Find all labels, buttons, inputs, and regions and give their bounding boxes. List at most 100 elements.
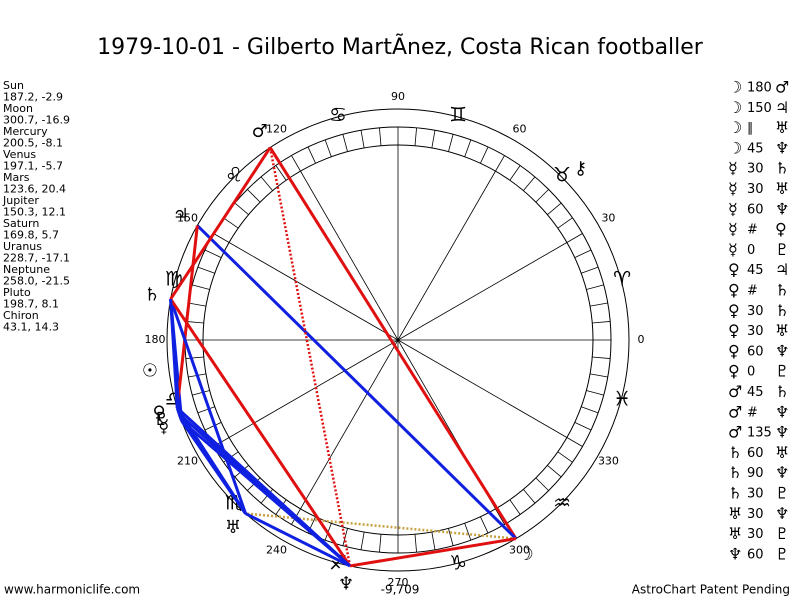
aspect-from: ☿ bbox=[728, 220, 738, 239]
planet-name: Venus bbox=[3, 148, 36, 161]
aspect-line bbox=[244, 512, 351, 568]
aspect-to: ♇ bbox=[775, 524, 789, 543]
aspect-line bbox=[268, 146, 518, 540]
aspect-line bbox=[268, 147, 352, 567]
aspect-line bbox=[178, 412, 351, 568]
ring-tick bbox=[589, 302, 608, 307]
aspect-line bbox=[169, 298, 247, 515]
aspect-line bbox=[169, 146, 272, 300]
ring-tick bbox=[574, 422, 592, 431]
aspect-to: ♆ bbox=[775, 138, 789, 157]
aspect-to: ♄ bbox=[775, 281, 789, 300]
ring-tick bbox=[247, 189, 261, 203]
ring-tick bbox=[464, 139, 472, 157]
planet-name: Sun bbox=[3, 79, 24, 92]
ring-tick bbox=[197, 266, 215, 274]
aspect-to: ♅ bbox=[775, 118, 789, 137]
aspect-angle: 60 bbox=[747, 344, 764, 359]
aspect-angle: 45 bbox=[747, 385, 764, 400]
aspect-to: ♆ bbox=[775, 463, 789, 482]
ring-tick bbox=[185, 356, 204, 359]
degree-label: 30 bbox=[601, 212, 615, 225]
site: www.harmoniclife.com bbox=[4, 583, 140, 597]
ring-tick bbox=[592, 321, 611, 324]
cusp-line bbox=[228, 242, 399, 341]
planet-name: Mars bbox=[3, 171, 30, 184]
outer-circle bbox=[166, 108, 630, 572]
aspect-angle: 60 bbox=[747, 547, 764, 562]
ring-tick bbox=[204, 422, 222, 431]
ring-tick bbox=[495, 155, 505, 172]
planet-position: 198.7, 8.1 bbox=[3, 298, 59, 311]
aspect-from: ♀ bbox=[728, 341, 740, 360]
aspect-angle: 0 bbox=[747, 243, 755, 258]
aspect-line bbox=[169, 298, 181, 415]
aspect-to: ♅ bbox=[775, 179, 789, 198]
cusp-line bbox=[300, 339, 399, 510]
aspect-to: ♆ bbox=[775, 504, 789, 523]
ring-tick bbox=[275, 165, 287, 181]
ring-tick bbox=[213, 233, 230, 243]
ring-tick bbox=[431, 531, 436, 550]
aspect-to: ♇ bbox=[775, 484, 789, 503]
aspect-angle: 135 bbox=[747, 426, 772, 441]
cusp-line bbox=[397, 339, 568, 438]
ring-tick bbox=[185, 321, 204, 324]
sign-glyph: ♊ bbox=[449, 102, 467, 126]
ring-tick bbox=[586, 284, 604, 290]
planet-glyph: ♇ bbox=[153, 409, 169, 430]
ring-tick bbox=[535, 477, 549, 491]
planet-position: 123.6, 20.4 bbox=[3, 183, 66, 196]
aspect-from: ☽ bbox=[728, 138, 742, 157]
planet-position: 187.2, -2.9 bbox=[3, 91, 63, 104]
aspect-to: ♂ bbox=[775, 78, 789, 97]
aspect-from: ♀ bbox=[728, 301, 740, 320]
ring-tick bbox=[414, 127, 417, 146]
planet-position: 169.8, 5.7 bbox=[3, 229, 59, 242]
ring-tick bbox=[197, 406, 215, 414]
ring-tick bbox=[307, 146, 316, 164]
aspect-from: ☿ bbox=[728, 240, 738, 259]
ring-tick bbox=[379, 534, 382, 553]
aspect-line bbox=[349, 537, 517, 568]
aspect-to: ♆ bbox=[775, 199, 789, 218]
ring-tick bbox=[324, 139, 332, 157]
planet-glyph: ♃ bbox=[173, 205, 189, 226]
aspect-angle: 150 bbox=[747, 101, 772, 116]
planet-glyph: ♄ bbox=[144, 285, 160, 306]
ring-tick bbox=[431, 130, 436, 149]
aspect-to: ♅ bbox=[775, 321, 789, 340]
ring-tick bbox=[581, 406, 599, 414]
aspect-angle: # bbox=[747, 405, 758, 420]
aspect-from: ♅ bbox=[728, 524, 742, 543]
title: 1979-10-01 - Gilberto MartÃnez, Costa Ri… bbox=[97, 33, 704, 60]
aspect-line bbox=[175, 225, 199, 409]
aspect-line bbox=[169, 298, 352, 567]
aspect-from: ♆ bbox=[728, 544, 742, 563]
ring-tick bbox=[509, 499, 521, 515]
aspect-from: ♀ bbox=[728, 281, 740, 300]
planet-position: 300.7, -16.9 bbox=[3, 114, 70, 127]
ring-tick bbox=[557, 217, 573, 229]
planet-glyph: ♅ bbox=[225, 517, 241, 538]
aspect-line bbox=[245, 512, 517, 540]
aspect-to: ♄ bbox=[775, 382, 789, 401]
degree-label: 150 bbox=[177, 212, 198, 225]
planet-glyph: ☿ bbox=[158, 417, 169, 438]
aspect-angle: 45 bbox=[747, 141, 764, 156]
aspect-to: ♃ bbox=[775, 98, 789, 117]
planet-glyph: ♀ bbox=[152, 403, 165, 424]
aspect-angle: 30 bbox=[747, 304, 764, 319]
aspect-to: ♆ bbox=[775, 423, 789, 442]
degree-label: 60 bbox=[513, 123, 527, 136]
planet-glyph: ♂ bbox=[252, 121, 268, 142]
aspect-angle: # bbox=[747, 223, 758, 238]
ring-tick bbox=[234, 202, 249, 215]
aspect-angle: 45 bbox=[747, 263, 764, 278]
aspect-from: ☿ bbox=[728, 179, 738, 198]
aspect-from: ☿ bbox=[728, 159, 738, 178]
ring-tick bbox=[566, 233, 583, 243]
ring-tick bbox=[188, 302, 207, 307]
